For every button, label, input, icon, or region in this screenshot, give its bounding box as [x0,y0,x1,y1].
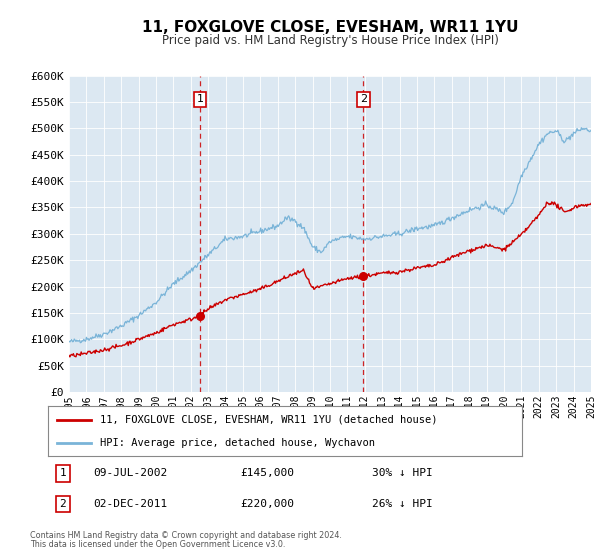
Text: 30% ↓ HPI: 30% ↓ HPI [372,468,433,478]
Text: Contains HM Land Registry data © Crown copyright and database right 2024.: Contains HM Land Registry data © Crown c… [30,531,342,540]
Text: 09-JUL-2002: 09-JUL-2002 [93,468,167,478]
Text: 2: 2 [59,499,67,509]
Text: £220,000: £220,000 [240,499,294,509]
Text: Price paid vs. HM Land Registry's House Price Index (HPI): Price paid vs. HM Land Registry's House … [161,34,499,46]
Text: £145,000: £145,000 [240,468,294,478]
Text: 02-DEC-2011: 02-DEC-2011 [93,499,167,509]
Text: 11, FOXGLOVE CLOSE, EVESHAM, WR11 1YU: 11, FOXGLOVE CLOSE, EVESHAM, WR11 1YU [142,20,518,35]
Text: 11, FOXGLOVE CLOSE, EVESHAM, WR11 1YU (detached house): 11, FOXGLOVE CLOSE, EVESHAM, WR11 1YU (d… [100,414,437,424]
Text: 26% ↓ HPI: 26% ↓ HPI [372,499,433,509]
Text: This data is licensed under the Open Government Licence v3.0.: This data is licensed under the Open Gov… [30,540,286,549]
Text: 1: 1 [59,468,67,478]
Text: 2: 2 [360,94,367,104]
Text: HPI: Average price, detached house, Wychavon: HPI: Average price, detached house, Wych… [100,438,375,448]
Text: 1: 1 [196,94,203,104]
